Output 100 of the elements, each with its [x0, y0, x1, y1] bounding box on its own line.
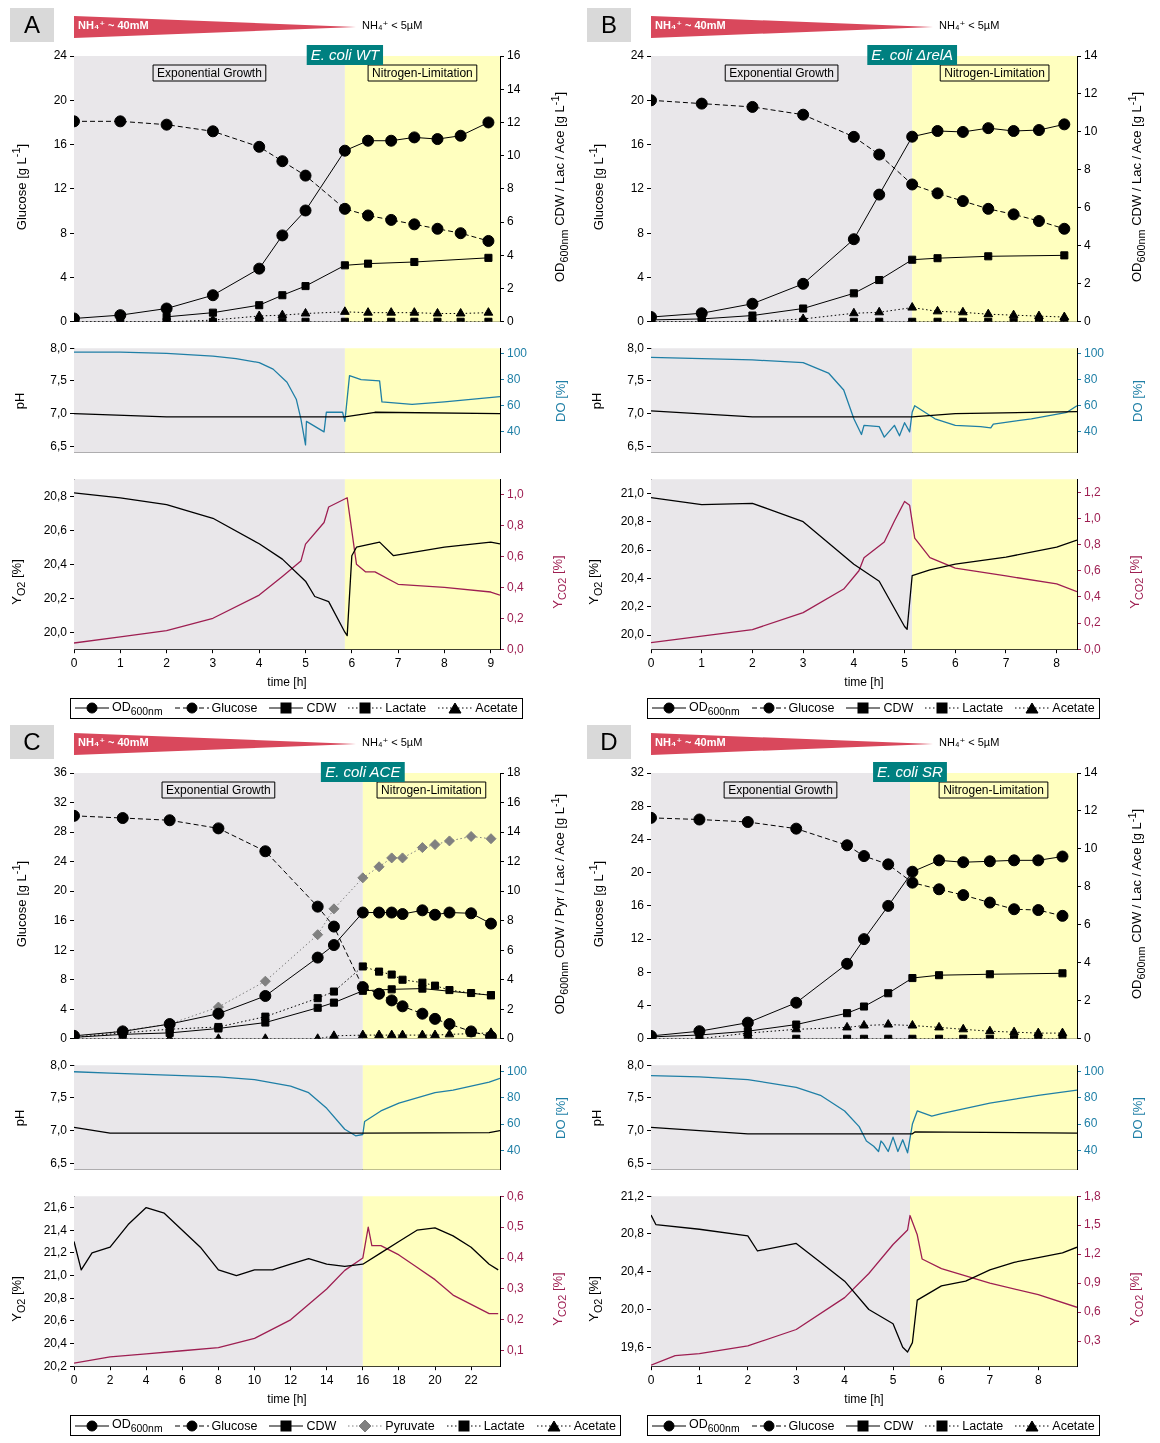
x-tick-label: 7 — [394, 655, 402, 670]
y2-axis-title: DO [%] — [552, 1095, 568, 1141]
y2-tick-label: 0,2 — [1084, 615, 1102, 630]
y-tick-label: 6,5 — [627, 438, 645, 453]
x-tick-label: 18 — [392, 1372, 406, 1387]
y2-tick-label: 80 — [1084, 1090, 1098, 1105]
legend-label: Glucose — [211, 1418, 258, 1433]
y-tick-label: 7,0 — [50, 1123, 68, 1138]
x-axis-title: time [h] — [844, 675, 884, 690]
chart-title: E. coli WT — [310, 46, 381, 64]
text: C — [10, 725, 54, 760]
legend-label: Acetate — [475, 701, 518, 716]
legend-label: CDW — [883, 701, 914, 716]
x-tick-label: 3 — [792, 1372, 800, 1387]
y2-tick-label: 16 — [507, 48, 521, 63]
y-tick-label: 20,8 — [620, 514, 645, 529]
x-tick-label: 4 — [142, 1372, 150, 1387]
x-tick-label: 3 — [209, 655, 217, 670]
y2-tick-label: 2 — [1084, 993, 1091, 1008]
y-tick-label: 24 — [630, 48, 645, 63]
y-tick-label: 8,0 — [50, 340, 68, 355]
y2-tick-label: 4 — [507, 972, 514, 987]
y2-tick-label: 10 — [1084, 841, 1098, 856]
y2-tick-label: 40 — [507, 424, 521, 439]
legend-label: CDW — [883, 1418, 914, 1433]
y-tick-label: 7,5 — [50, 373, 68, 388]
y2-tick-label: 40 — [1084, 1142, 1098, 1157]
y-tick-label: 12 — [53, 181, 68, 196]
y2-tick-label: 4 — [507, 247, 514, 262]
y-tick-label: 20,2 — [43, 590, 68, 605]
legend-label: OD$_{600nm}$ — [112, 1417, 163, 1434]
x-tick-label: 0 — [647, 1372, 655, 1387]
legend-label: OD$_{600nm}$ — [689, 700, 740, 717]
x-tick-label: 2 — [744, 1372, 752, 1387]
band-label: Nitrogen-Limitation — [944, 66, 1045, 81]
y-tick-label: 4 — [637, 998, 645, 1013]
y2-tick-label: 10 — [507, 883, 521, 898]
y-tick-label: 12 — [630, 181, 645, 196]
y-tick-label: 20,6 — [43, 1313, 68, 1328]
y2-tick-label: 6 — [1084, 200, 1091, 215]
x-tick-label: 14 — [320, 1372, 334, 1387]
text: NH₄⁺ ~ 40mM — [655, 19, 726, 32]
y-tick-label: 7,0 — [627, 1123, 645, 1138]
y2-tick-label: 14 — [507, 824, 521, 839]
y-tick-label: 4 — [60, 269, 68, 284]
x-tick-label: 5 — [901, 655, 909, 670]
chart-title: E. coli SR — [877, 763, 944, 781]
y-tick-label: 21,2 — [620, 1188, 645, 1203]
band-label: Exponential Growth — [166, 783, 271, 798]
y-axis-title: pH — [588, 391, 604, 411]
x-tick-label: 6 — [951, 655, 959, 670]
y2-tick-label: 16 — [507, 795, 521, 810]
y2-tick-label: 0 — [1084, 314, 1091, 329]
y-tick-label: 21,4 — [43, 1222, 68, 1237]
y-tick-label: 20 — [53, 92, 68, 107]
x-tick-label: 2 — [163, 655, 171, 670]
y2-tick-label: 0,5 — [507, 1219, 525, 1234]
y-tick-label: 20,0 — [43, 624, 68, 639]
y2-tick-label: 100 — [1084, 1064, 1105, 1079]
y-tick-label: 36 — [53, 765, 68, 780]
y2-tick-label: 10 — [507, 147, 521, 162]
y-tick-label: 7,5 — [50, 1090, 68, 1105]
y-tick-label: 6,5 — [50, 438, 68, 453]
text: NH₄⁺ ~ 40mM — [655, 736, 726, 750]
y-tick-label: 8,0 — [627, 340, 645, 355]
y2-tick-label: 2 — [507, 1001, 514, 1016]
y-tick-label: 8,0 — [50, 1057, 68, 1072]
y-tick-label: 7,5 — [627, 1090, 645, 1105]
y2-tick-label: 100 — [1084, 345, 1105, 360]
y2-tick-label: 1,8 — [1084, 1188, 1102, 1203]
x-tick-label: 1 — [696, 1372, 704, 1387]
y-tick-label: 16 — [630, 898, 645, 913]
y-tick-label: 0 — [60, 1031, 68, 1046]
x-tick-label: 7 — [986, 1372, 994, 1387]
y2-tick-label: 60 — [1084, 398, 1098, 413]
y-tick-label: 16 — [630, 136, 645, 151]
y2-tick-label: 8 — [507, 181, 514, 196]
x-tick-label: 7 — [1002, 655, 1010, 670]
y-tick-label: 4 — [637, 269, 645, 284]
y2-tick-label: 0,1 — [507, 1343, 525, 1358]
legend-label: OD$_{600nm}$ — [112, 700, 163, 717]
y-tick-label: 32 — [630, 765, 645, 780]
y2-axis-title: DO [%] — [1129, 378, 1145, 424]
x-tick-label: 4 — [841, 1372, 849, 1387]
y-tick-label: 28 — [630, 798, 645, 813]
y-axis-title: pH — [11, 1108, 27, 1129]
y2-tick-label: 1,0 — [1084, 510, 1102, 525]
y2-axis-title: DO [%] — [552, 378, 568, 424]
x-tick-label: 3 — [799, 655, 807, 670]
x-tick-label: 0 — [70, 1372, 78, 1387]
y2-tick-label: 0,4 — [507, 579, 525, 594]
x-tick-label: 5 — [889, 1372, 897, 1387]
y2-tick-label: 0,9 — [1084, 1275, 1102, 1290]
y2-tick-label: 0,3 — [1084, 1333, 1102, 1348]
x-tick-label: 8 — [1053, 655, 1061, 670]
band-label: Nitrogen-Limitation — [943, 783, 1044, 798]
y2-axis-title: DO [%] — [1129, 1095, 1145, 1141]
y2-tick-label: 0,2 — [507, 610, 525, 625]
y2-tick-label: 80 — [1084, 371, 1098, 386]
y2-tick-label: 4 — [1084, 955, 1091, 970]
